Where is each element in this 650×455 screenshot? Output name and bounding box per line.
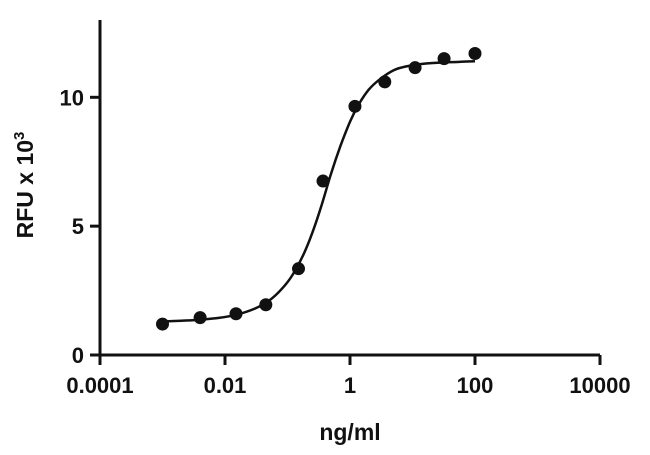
fit-curve xyxy=(162,59,476,323)
y-tick-label-1: 5 xyxy=(72,214,84,239)
x-axis-label: ng/ml xyxy=(319,419,380,445)
y-axis-label: RFU x 103 xyxy=(11,132,38,239)
data-point-3 xyxy=(259,298,273,312)
y-tick-label-0: 0 xyxy=(72,343,84,368)
y-tick-label-2: 10 xyxy=(60,85,84,110)
plot-area xyxy=(156,47,482,331)
x-tick-label-3: 100 xyxy=(457,373,494,398)
y-axis-label-superscript: 3 xyxy=(11,132,28,140)
data-point-2 xyxy=(229,307,243,321)
data-point-5 xyxy=(316,174,330,188)
y-axis-label-text: RFU x 10 xyxy=(12,140,38,238)
data-point-6 xyxy=(348,99,362,113)
axes: 0.0001 0.01 1 100 10000 0 5 10 xyxy=(60,20,631,398)
data-point-10 xyxy=(468,47,482,60)
x-tick-label-0: 0.0001 xyxy=(66,373,133,398)
data-point-4 xyxy=(292,262,306,276)
x-tick-label-2: 1 xyxy=(344,373,356,398)
data-point-1 xyxy=(193,311,207,325)
x-tick-label-1: 0.01 xyxy=(204,373,247,398)
axis-labels: ng/ml RFU x 103 xyxy=(11,132,381,445)
data-point-9 xyxy=(437,52,451,66)
data-point-7 xyxy=(378,75,392,89)
data-point-8 xyxy=(408,61,422,75)
data-point-0 xyxy=(156,317,169,331)
x-tick-label-4: 10000 xyxy=(569,373,630,398)
